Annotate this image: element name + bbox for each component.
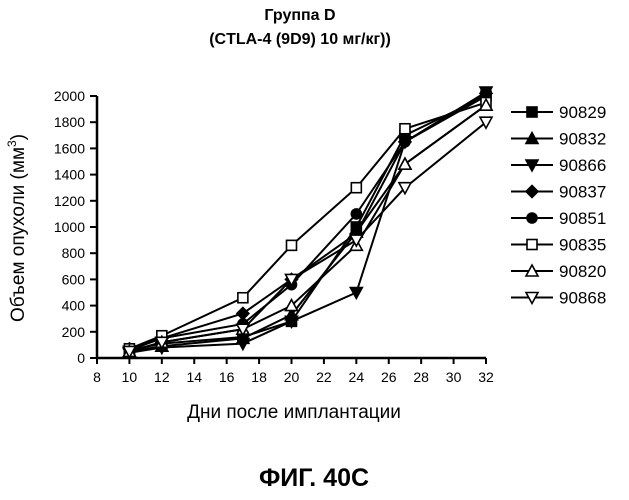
legend-label: 90866	[559, 156, 606, 175]
y-tick-label: 1000	[54, 219, 85, 235]
x-tick-label: 24	[349, 369, 365, 385]
y-axis-label-close: )	[8, 134, 29, 140]
data-point-90835	[351, 183, 361, 193]
x-tick-label: 12	[154, 369, 170, 385]
series-90866	[123, 87, 492, 359]
x-tick-label: 18	[251, 369, 267, 385]
x-tick-label: 32	[478, 369, 494, 385]
x-tick-label: 16	[219, 369, 235, 385]
legend-item-90868: 90868	[511, 289, 606, 308]
y-tick-label: 400	[62, 298, 86, 314]
data-point-90835	[287, 240, 297, 250]
axes: 8 10 12 14 16 18 20 22 24 26 28 30 32 0 200 400 600 800 10…	[54, 88, 494, 385]
y-tick-label: 2000	[54, 88, 85, 104]
legend-item-90820: 90820	[511, 262, 606, 281]
series-line-90837	[129, 93, 486, 348]
y-tick-label: 600	[62, 271, 86, 287]
chart-title: Группа D	[264, 7, 335, 24]
legend: 90829 90832 90866 90837 90851 90835 90820 90868	[511, 103, 606, 308]
series-90868	[123, 117, 492, 357]
series-90829	[124, 91, 491, 355]
legend-item-90832: 90832	[511, 130, 606, 149]
y-tick-label: 1600	[54, 140, 85, 156]
data-point-90835	[400, 124, 410, 134]
data-point-90868	[350, 235, 362, 246]
series-90835	[124, 98, 491, 354]
data-point-90820	[399, 158, 411, 169]
chart-subtitle: (CTLA-4 (9D9) 10 мг/кг))	[209, 31, 391, 48]
data-point-90851	[400, 137, 410, 147]
series-line-90868	[129, 122, 486, 351]
x-axis-label: Дни после имплантации	[187, 402, 401, 423]
y-tick-label: 800	[62, 245, 86, 261]
legend-label: 90829	[559, 103, 606, 122]
x-tick-label: 22	[316, 369, 332, 385]
legend-label: 90851	[559, 209, 606, 228]
line-chart: Группа D (CTLA-4 (9D9) 10 мг/кг)) 8 10 12 1…	[0, 0, 629, 500]
series-line-90851	[129, 96, 486, 350]
legend-item-90829: 90829	[511, 103, 606, 122]
legend-item-90866: 90866	[511, 156, 606, 175]
y-tick-label: 1800	[54, 114, 85, 130]
x-tick-label: 28	[413, 369, 429, 385]
legend-marker	[527, 213, 537, 223]
x-tick-label: 8	[93, 369, 101, 385]
data-point-90851	[351, 209, 361, 219]
x-tick-label: 20	[284, 369, 300, 385]
legend-marker	[527, 107, 537, 117]
legend-item-90835: 90835	[511, 236, 606, 255]
series-layer	[123, 87, 492, 359]
legend-label: 90820	[559, 262, 606, 281]
legend-label: 90837	[559, 183, 606, 202]
data-point-90835	[238, 293, 248, 303]
legend-marker	[527, 240, 537, 250]
legend-label: 90835	[559, 236, 606, 255]
series-line-90829	[129, 96, 486, 350]
series-line-90835	[129, 103, 486, 349]
figure-page: Группа D (CTLA-4 (9D9) 10 мг/кг)) 8 10 12 1…	[0, 0, 629, 500]
figure-label: ФИГ. 40C	[259, 464, 369, 492]
y-axis-label: Объем опухоли (мм3)	[5, 134, 29, 322]
legend-item-90851: 90851	[511, 209, 606, 228]
x-tick-label: 10	[122, 369, 138, 385]
x-tick-label: 30	[446, 369, 462, 385]
x-tick-label: 26	[381, 369, 397, 385]
series-90820	[123, 99, 492, 356]
y-tick-label: 1400	[54, 167, 85, 183]
legend-label: 90832	[559, 130, 606, 149]
series-90832	[123, 99, 492, 356]
legend-item-90837: 90837	[511, 183, 606, 202]
y-tick-label: 0	[77, 350, 85, 366]
y-axis-label-main: Объем опухоли (мм	[8, 147, 29, 322]
series-line-90866	[129, 92, 486, 353]
data-point-90837	[237, 307, 249, 319]
y-tick-label: 200	[62, 324, 86, 340]
x-tick-label: 14	[186, 369, 202, 385]
legend-label: 90868	[559, 289, 606, 308]
data-point-90866	[350, 288, 362, 299]
series-90851	[124, 91, 491, 355]
legend-marker	[526, 186, 538, 198]
y-tick-label: 1200	[54, 193, 85, 209]
